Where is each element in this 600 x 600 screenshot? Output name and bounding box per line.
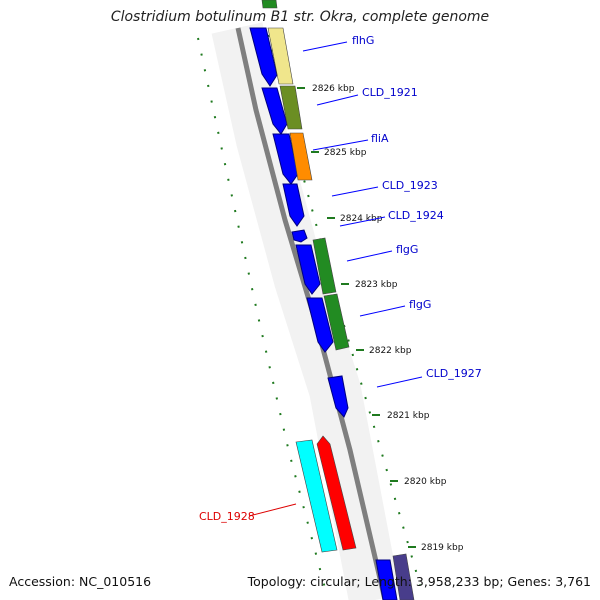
forward-genes — [249, 27, 398, 600]
kbp-label-2826: 2826 kbp — [312, 84, 355, 94]
kbp-label-2819: 2819 kbp — [421, 543, 464, 553]
gene-block-flhG — [249, 27, 278, 87]
backbone — [211, 22, 401, 600]
gene-label-flhg: flhG — [352, 34, 374, 47]
gene-block-cld1924 — [291, 229, 308, 243]
kbp-label-2824: 2824 kbp — [340, 214, 383, 224]
gene-block-flia — [272, 133, 299, 185]
kbp-ticks — [297, 87, 416, 548]
band-light-yellow — [267, 27, 294, 85]
accession-label: Accession: NC_010516 — [9, 574, 152, 589]
map-title: Clostridium botulinum B1 str. Okra, comp… — [110, 9, 490, 25]
reverse-genes — [261, 0, 415, 600]
gene-label-flgg-2: flgG — [409, 298, 431, 311]
band-green-top — [261, 0, 278, 9]
genome-stats: Topology: circular; Length: 3,958,233 bp… — [247, 574, 591, 589]
band-green-1 — [312, 237, 337, 295]
gene-label-cld1928: CLD_1928 — [199, 510, 255, 523]
gene-label-cld1923: CLD_1923 — [382, 179, 438, 192]
gene-label-cld1927: CLD_1927 — [426, 367, 482, 380]
kbp-label-2821: 2821 kbp — [387, 411, 430, 421]
gene-block-cld1921 — [261, 87, 288, 135]
band-red — [316, 435, 357, 551]
band-orange — [289, 132, 313, 181]
gene-label-cld1921: CLD_1921 — [362, 86, 418, 99]
gene-leader-cld1928 — [248, 503, 297, 517]
gene-block-cld1927 — [327, 375, 349, 418]
gene-label-cld1924: CLD_1924 — [388, 209, 444, 222]
kbp-label-2823: 2823 kbp — [355, 280, 398, 290]
gene-block-flgg-1 — [295, 244, 321, 295]
band-slate — [392, 553, 415, 600]
kbp-label-2822: 2822 kbp — [369, 346, 412, 356]
gene-block-cld1923 — [282, 183, 305, 227]
gene-leaders — [302, 41, 423, 388]
band-cyan — [295, 439, 338, 553]
kbp-label-2820: 2820 kbp — [404, 477, 447, 487]
gene-label-flgg-1: flgG — [396, 243, 418, 256]
gene-block-right-edge — [375, 559, 398, 600]
band-green-2 — [323, 293, 350, 351]
band-olive — [279, 85, 303, 130]
gene-label-flia: fliA — [371, 132, 389, 145]
gene-block-flgg-2 — [306, 297, 334, 353]
kbp-label-2825: 2825 kbp — [324, 148, 367, 158]
